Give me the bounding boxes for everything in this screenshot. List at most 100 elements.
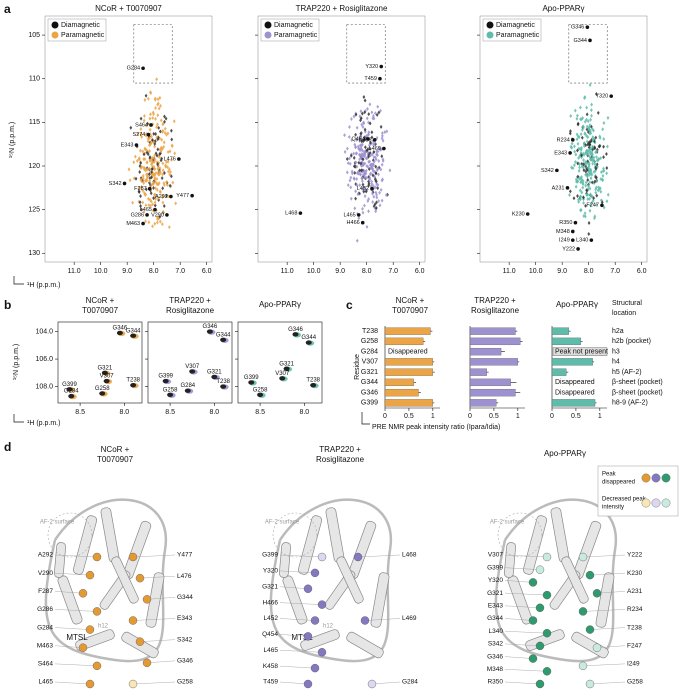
- peak: [116, 330, 123, 336]
- spectrum-cloud: [146, 196, 150, 201]
- spectrum-cloud: [131, 200, 134, 205]
- leader-line: [596, 645, 626, 648]
- structure-title: TRAP220 +: [319, 445, 361, 454]
- leader-line: [132, 618, 176, 621]
- residue-sphere: [78, 643, 88, 652]
- spectrum-cloud: [374, 209, 378, 214]
- legend-label: Paramagnetic: [496, 32, 540, 39]
- x-tick-label: 9.0: [335, 268, 345, 275]
- leader-line: [54, 681, 91, 685]
- spectrum-cloud: [363, 110, 367, 115]
- residue-sphere: [542, 552, 552, 562]
- helix: [550, 507, 570, 563]
- legend-swatch: [51, 31, 59, 39]
- x-tick-label: 8.0: [362, 268, 372, 275]
- spectrum-cloud: [154, 186, 158, 191]
- x-tick-label: 6.0: [202, 268, 212, 275]
- spectrum-cloud: [602, 205, 606, 210]
- peak-label: G258: [163, 387, 178, 393]
- leader-line: [132, 681, 176, 685]
- residue-label: G284: [37, 624, 53, 631]
- spectrum-cloud: [148, 127, 152, 132]
- bar-note: Peak not present: [555, 348, 608, 355]
- peak: [570, 229, 575, 234]
- y-tick-label: 106.0: [35, 356, 53, 363]
- spectrum-cloud: [376, 104, 380, 109]
- peak: [145, 213, 149, 217]
- spectrum-cloud: [576, 174, 580, 179]
- spectrum-cloud: [377, 159, 381, 164]
- bar: [384, 358, 433, 366]
- helix: [503, 542, 517, 578]
- spectrum-cloud: [593, 145, 597, 150]
- peak-label: S274: [133, 132, 146, 138]
- spectrum-cloud: [346, 161, 350, 166]
- peak: [360, 220, 365, 225]
- spectrum-cloud: [588, 180, 592, 185]
- residue-label: T459: [263, 679, 278, 686]
- spectrum-cloud: [367, 183, 371, 188]
- residue-label: G399: [262, 552, 278, 559]
- spectrum-cloud: [139, 160, 143, 165]
- x-axis-label: ¹H (p.p.m.): [27, 282, 60, 289]
- spectrum-cloud: [143, 98, 147, 103]
- peak: [220, 384, 227, 389]
- spectrum-cloud: [587, 162, 591, 167]
- spectrum-cloud: [349, 153, 353, 158]
- spectrum-cloud: [148, 157, 152, 162]
- residue-label: Y222: [627, 552, 643, 559]
- spectrum-cloud: [165, 180, 168, 185]
- spectrum-cloud: [377, 199, 381, 204]
- leader-line: [54, 645, 84, 648]
- spectrum-cloud: [134, 176, 138, 181]
- spectrum-cloud: [385, 129, 389, 134]
- spectrum-cloud: [156, 215, 159, 220]
- peak-label: G344: [301, 335, 316, 341]
- residue-label: Y320: [488, 577, 504, 584]
- x-tick-label: 11.0: [503, 268, 516, 275]
- spectrum-cloud: [580, 145, 583, 150]
- spectrum-cloud: [374, 142, 377, 147]
- af2-surface: [272, 512, 318, 558]
- spectrum-cloud: [570, 141, 574, 146]
- leader-line: [504, 618, 534, 621]
- legend-label: Decreased peak: [602, 497, 647, 503]
- spectrum-cloud: [588, 186, 592, 191]
- spectrum-cloud: [374, 155, 377, 160]
- x-tick-label: 8.0: [584, 268, 594, 275]
- peak-label: G344: [216, 332, 231, 338]
- peak: [576, 247, 580, 251]
- leader-line: [504, 592, 548, 596]
- spectrum-cloud: [601, 178, 605, 183]
- residue-label: F287: [38, 588, 53, 595]
- residue-label: F247: [627, 642, 642, 649]
- peak-label: G321: [207, 369, 222, 375]
- residue-sphere: [535, 603, 545, 612]
- spectrum-cloud: [150, 166, 154, 171]
- spectrum-cloud: [587, 220, 591, 225]
- spectrum-cloud: [365, 116, 369, 121]
- peak: [305, 340, 312, 345]
- spectrum-cloud: [380, 131, 384, 136]
- spectrum-cloud: [595, 162, 599, 167]
- spectrum-cloud: [135, 158, 139, 163]
- spectrum-cloud: [354, 132, 357, 137]
- peak: [248, 380, 255, 385]
- leader-line: [357, 554, 401, 558]
- spectrum-cloud: [584, 203, 587, 208]
- frame: [57, 321, 143, 404]
- spectrum-cloud: [359, 118, 362, 123]
- spectrum-cloud: [579, 132, 583, 137]
- peak: [310, 382, 317, 388]
- legend-swatch: [641, 498, 651, 508]
- spectrum-cloud: [151, 202, 155, 207]
- leader-line: [582, 609, 626, 612]
- spectrum-cloud: [158, 169, 162, 174]
- spectrum-cloud: [375, 149, 379, 154]
- spectrum-cloud: [363, 145, 367, 150]
- spectrum-cloud: [594, 135, 598, 140]
- peak: [167, 392, 174, 397]
- residue-sphere: [135, 637, 145, 646]
- spectrum-cloud: [373, 202, 377, 207]
- spectrum-cloud: [590, 172, 594, 177]
